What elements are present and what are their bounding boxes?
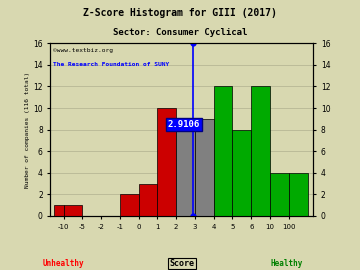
Y-axis label: Number of companies (116 total): Number of companies (116 total) — [25, 72, 30, 188]
Text: Z-Score Histogram for GIII (2017): Z-Score Histogram for GIII (2017) — [83, 8, 277, 18]
Text: Unhealthy: Unhealthy — [43, 259, 84, 268]
Bar — [157, 108, 176, 216]
Bar — [139, 184, 157, 216]
Bar — [64, 205, 82, 216]
Bar — [233, 130, 251, 216]
Bar — [176, 119, 195, 216]
Text: The Research Foundation of SUNY: The Research Foundation of SUNY — [53, 62, 169, 67]
Bar — [54, 205, 64, 216]
Bar — [195, 119, 214, 216]
Text: Sector: Consumer Cyclical: Sector: Consumer Cyclical — [113, 28, 247, 37]
Text: Healthy: Healthy — [271, 259, 303, 268]
Bar — [289, 173, 307, 216]
Bar — [120, 194, 139, 216]
Bar — [251, 86, 270, 216]
Bar — [214, 86, 233, 216]
Text: Score: Score — [169, 259, 194, 268]
Text: 2.9106: 2.9106 — [168, 120, 200, 129]
Bar — [270, 173, 289, 216]
Text: ©www.textbiz.org: ©www.textbiz.org — [53, 48, 113, 53]
